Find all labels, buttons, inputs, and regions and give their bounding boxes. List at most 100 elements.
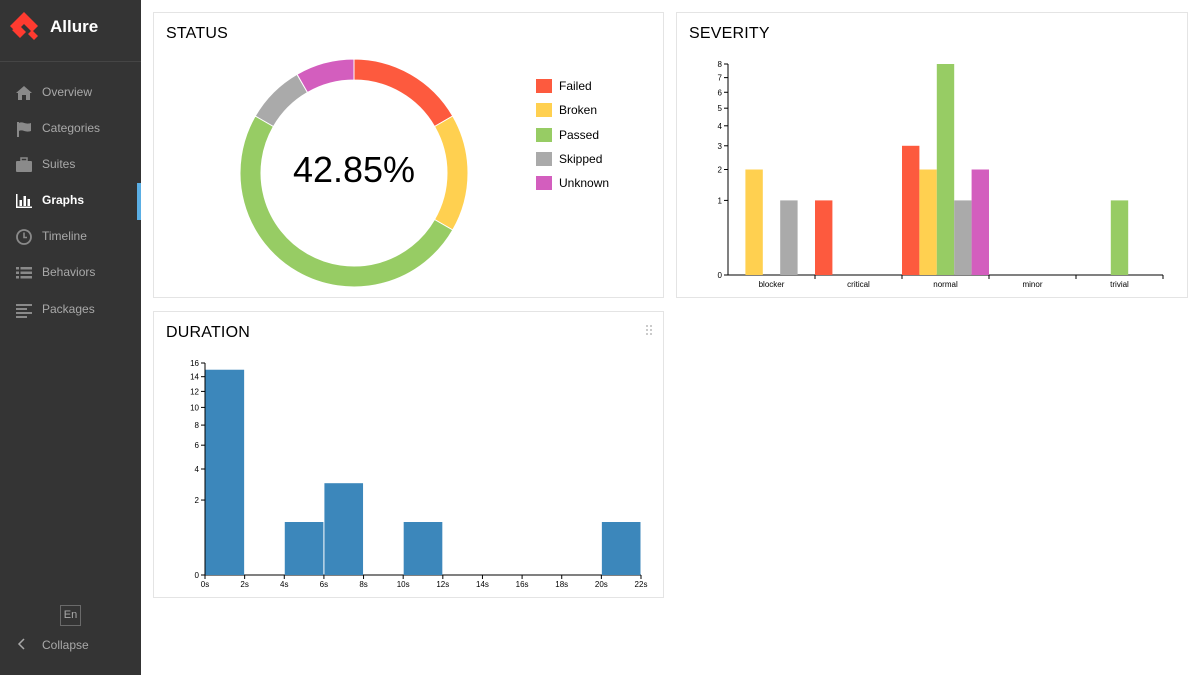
x-tick-label: critical bbox=[847, 280, 870, 289]
donut-slice-failed[interactable] bbox=[353, 58, 454, 128]
y-tick-label: 5 bbox=[718, 104, 723, 113]
bar-trivial-passed[interactable] bbox=[1110, 200, 1129, 275]
sidebar-item-timeline[interactable]: Timeline bbox=[0, 219, 141, 255]
histogram-bar-0s-2s[interactable] bbox=[205, 369, 245, 575]
x-tick-label: 18s bbox=[555, 580, 568, 589]
donut-slice-skipped[interactable] bbox=[254, 73, 309, 128]
brand[interactable]: Allure bbox=[0, 0, 141, 62]
legend-swatch bbox=[536, 79, 552, 93]
x-tick-label: trivial bbox=[1110, 280, 1129, 289]
x-tick-label: 16s bbox=[516, 580, 529, 589]
x-tick-label: normal bbox=[933, 280, 958, 289]
legend-label: Skipped bbox=[559, 152, 603, 166]
active-nav-indicator bbox=[137, 183, 141, 220]
x-tick-label: 14s bbox=[476, 580, 489, 589]
sidebar-item-label: Graphs bbox=[42, 193, 85, 207]
widget-title: STATUS bbox=[166, 25, 228, 42]
donut-slice-unknown[interactable] bbox=[296, 58, 355, 94]
flag-icon bbox=[17, 122, 31, 137]
brand-name: Allure bbox=[50, 17, 99, 36]
x-tick-label: 6s bbox=[320, 580, 328, 589]
legend-swatch bbox=[536, 176, 552, 190]
legend-label: Failed bbox=[559, 79, 592, 93]
x-tick-label: 10s bbox=[397, 580, 410, 589]
collapse-button[interactable]: Collapse bbox=[0, 632, 141, 658]
sidebar-item-packages[interactable]: Packages bbox=[0, 292, 141, 328]
sidebar-item-label: Overview bbox=[42, 85, 93, 99]
y-tick-label: 8 bbox=[718, 60, 723, 69]
y-tick-label: 4 bbox=[195, 465, 200, 474]
bar-normal-skipped[interactable] bbox=[954, 200, 972, 275]
y-tick-label: 6 bbox=[718, 88, 723, 97]
y-tick-label: 6 bbox=[195, 441, 200, 450]
chevron-left-icon bbox=[17, 638, 25, 650]
x-tick-label: 0s bbox=[201, 580, 209, 589]
status-widget: STATUS 42.85% Failed Broken Passed Skipp… bbox=[153, 12, 664, 298]
y-tick-label: 12 bbox=[190, 387, 199, 396]
home-icon bbox=[16, 86, 32, 100]
x-tick-label: 12s bbox=[436, 580, 449, 589]
legend-label: Broken bbox=[559, 103, 598, 117]
legend-swatch bbox=[536, 103, 552, 117]
sidebar-item-graphs[interactable]: Graphs bbox=[0, 183, 141, 219]
sidebar-item-label: Timeline bbox=[42, 229, 87, 243]
bar-normal-unknown[interactable] bbox=[971, 169, 989, 276]
histogram-bar-20s-22s[interactable] bbox=[601, 522, 641, 575]
bar-blocker-broken[interactable] bbox=[745, 169, 763, 276]
y-tick-label: 2 bbox=[718, 166, 723, 175]
y-tick-label: 4 bbox=[718, 122, 723, 131]
severity-widget: SEVERITY 0 1 2 3 4 5 6 7 8 blocker critical normal m… bbox=[676, 12, 1188, 298]
language-button[interactable]: En bbox=[60, 605, 81, 626]
y-tick-label: 14 bbox=[190, 373, 199, 382]
y-tick-label: 3 bbox=[718, 142, 723, 151]
y-tick-label: 2 bbox=[195, 496, 200, 505]
x-tick-label: blocker bbox=[759, 280, 785, 289]
x-tick-label: 8s bbox=[359, 580, 367, 589]
sidebar: Allure Overview Categories Suites Graphs bbox=[0, 0, 141, 675]
x-tick-label: 2s bbox=[240, 580, 248, 589]
histogram-bar-4s-6s[interactable] bbox=[284, 522, 324, 575]
y-tick-label: 16 bbox=[190, 359, 199, 368]
y-tick-label: 0 bbox=[718, 271, 723, 280]
sidebar-item-label: Behaviors bbox=[42, 265, 96, 279]
legend-label: Unknown bbox=[559, 176, 610, 190]
sidebar-item-overview[interactable]: Overview bbox=[0, 75, 141, 111]
donut-slice-passed[interactable] bbox=[239, 115, 454, 288]
widget-title: DURATION bbox=[166, 324, 250, 341]
clock-icon bbox=[16, 229, 32, 245]
y-tick-label: 8 bbox=[195, 421, 200, 430]
bar-normal-passed[interactable] bbox=[936, 64, 955, 275]
x-tick-label: 4s bbox=[280, 580, 288, 589]
align-left-icon bbox=[16, 304, 32, 318]
bar-normal-broken[interactable] bbox=[919, 169, 937, 276]
collapse-label: Collapse bbox=[42, 638, 89, 652]
legend-swatch bbox=[536, 128, 552, 142]
duration-histogram: 0 2 4 6 8 10 12 14 16 0s 2s 4s 6s 8s 10s 12s 14s 16s 18s 20… bbox=[190, 359, 648, 589]
y-tick-label: 0 bbox=[195, 571, 200, 580]
drag-handle-icon[interactable] bbox=[645, 324, 653, 336]
histogram-bar-10s-12s[interactable] bbox=[403, 522, 443, 575]
widget-title: SEVERITY bbox=[689, 25, 770, 42]
bar-normal-failed[interactable] bbox=[902, 145, 920, 275]
legend-label: Passed bbox=[559, 128, 600, 142]
histogram-bar-6s-8s[interactable] bbox=[324, 483, 364, 575]
bar-critical-failed[interactable] bbox=[815, 200, 833, 275]
x-tick-label: 22s bbox=[635, 580, 648, 589]
legend-swatch bbox=[536, 152, 552, 166]
x-tick-label: minor bbox=[1022, 280, 1042, 289]
briefcase-icon bbox=[16, 157, 32, 172]
sidebar-item-categories[interactable]: Categories bbox=[0, 111, 141, 147]
list-icon bbox=[16, 267, 32, 279]
sidebar-item-suites[interactable]: Suites bbox=[0, 147, 141, 183]
y-tick-label: 10 bbox=[190, 403, 199, 412]
x-tick-label: 20s bbox=[595, 580, 608, 589]
status-donut-chart bbox=[239, 58, 469, 288]
status-percentage: 42.85% bbox=[292, 149, 416, 190]
y-tick-label: 1 bbox=[718, 196, 723, 205]
bar-blocker-skipped[interactable] bbox=[780, 200, 798, 275]
sidebar-item-behaviors[interactable]: Behaviors bbox=[0, 255, 141, 291]
severity-bar-chart: 0 1 2 3 4 5 6 7 8 blocker critical normal minor trivi… bbox=[718, 60, 1164, 289]
bar-chart-icon bbox=[16, 194, 32, 208]
sidebar-item-label: Suites bbox=[42, 157, 76, 171]
allure-logo-icon bbox=[10, 12, 38, 40]
